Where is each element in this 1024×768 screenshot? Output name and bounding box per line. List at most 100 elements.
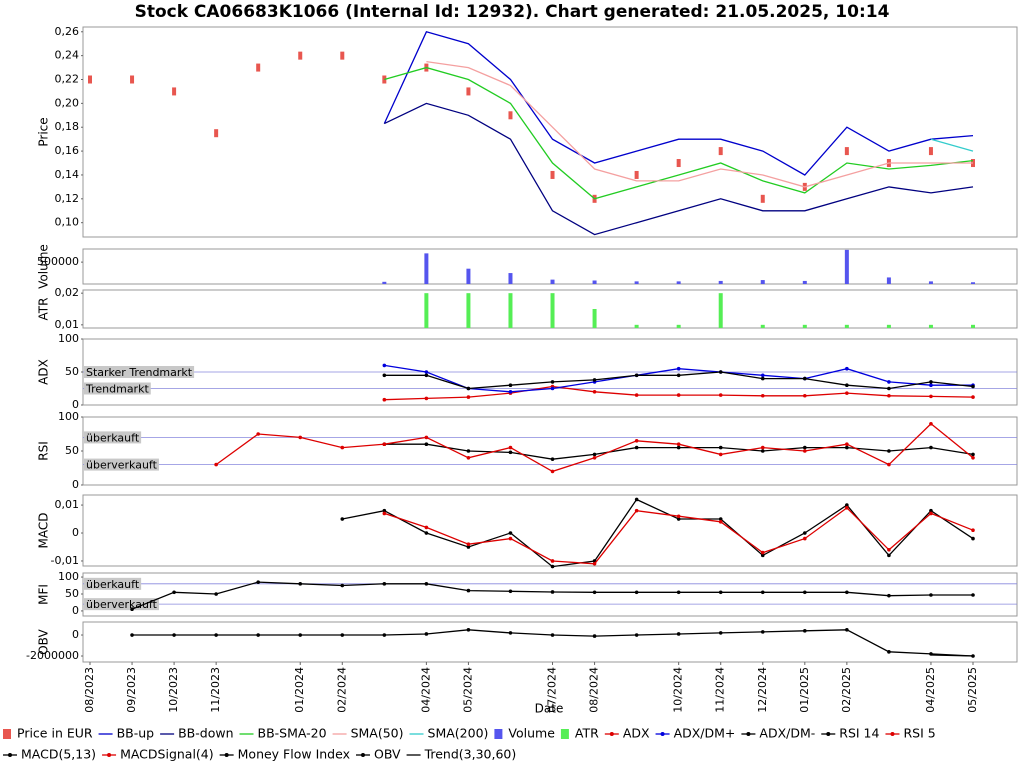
point — [760, 449, 765, 453]
x-tick-label: 08/2024 — [588, 667, 601, 713]
legend-item: RSI 5 — [885, 726, 936, 741]
bar — [802, 280, 807, 284]
reference-label-bg — [84, 382, 151, 395]
point — [929, 508, 933, 513]
legend-item: SMA(200) — [409, 726, 488, 741]
point — [550, 386, 555, 391]
point — [845, 590, 849, 595]
y-tick-label: 0,14 — [55, 168, 80, 181]
point — [971, 528, 975, 533]
point — [971, 452, 975, 457]
legend-item: BB-down — [160, 726, 234, 741]
point — [382, 442, 387, 447]
point — [676, 366, 681, 371]
point — [971, 384, 975, 389]
reference-label-bg — [84, 458, 159, 471]
legend-item: Volume — [494, 726, 555, 741]
x-tick-label: 04/2024 — [419, 667, 432, 713]
point — [760, 550, 765, 555]
point — [424, 370, 429, 374]
bar — [466, 293, 471, 328]
panel — [82, 289, 1018, 329]
legend-item: Money Flow Index — [219, 747, 350, 762]
y-tick-label: 0,02 — [55, 286, 80, 299]
panel — [82, 494, 1018, 567]
legend-item: ADX — [604, 726, 650, 741]
candle — [256, 63, 261, 72]
point — [592, 452, 597, 457]
y-axis-title: Volume — [37, 244, 51, 289]
point — [256, 580, 260, 584]
point — [845, 383, 849, 388]
legend-dot — [107, 753, 112, 757]
reference-label: überverkauft — [86, 459, 158, 472]
candle — [508, 111, 513, 120]
x-tick-label: 05/2025 — [966, 667, 979, 713]
legend-item: BB-SMA-20 — [239, 726, 327, 741]
legend-item: ADX/DM+ — [655, 726, 735, 741]
y-tick-label: 0 — [72, 526, 79, 539]
point — [214, 462, 218, 467]
point — [550, 380, 555, 384]
point — [550, 633, 555, 637]
point — [676, 517, 681, 521]
reference-label-bg — [84, 598, 159, 611]
point — [340, 445, 345, 450]
point — [760, 376, 765, 381]
y-tick-label: 0,26 — [55, 25, 80, 38]
point — [592, 390, 597, 394]
series-line — [342, 498, 974, 568]
point — [508, 631, 513, 635]
point — [929, 593, 933, 597]
y-tick-label: 100 — [58, 410, 79, 423]
series-line — [426, 60, 973, 188]
legend-label: ATR — [575, 726, 599, 741]
legend-item: MACDSignal(4) — [102, 747, 214, 762]
legend-dot — [660, 732, 665, 736]
point — [130, 607, 134, 612]
point — [592, 378, 597, 382]
point — [424, 525, 429, 530]
point — [508, 531, 513, 535]
legend-item: ATR — [560, 726, 599, 741]
point — [634, 445, 639, 450]
x-tick-label: 07/2024 — [546, 667, 559, 713]
bar — [886, 277, 891, 284]
point — [929, 380, 933, 384]
legend-label: Money Flow Index — [238, 747, 350, 762]
bar — [676, 281, 681, 284]
bar — [634, 281, 639, 284]
point — [845, 391, 849, 395]
point — [508, 383, 513, 388]
panel — [82, 416, 1018, 486]
reference-label-bg — [84, 366, 195, 378]
legend-item: ADX/DM- — [741, 726, 815, 741]
y-tick-label: 0,01 — [55, 318, 80, 331]
y-axis-title: Price — [37, 117, 51, 146]
bar — [760, 280, 765, 284]
bar — [718, 280, 723, 284]
candle — [760, 194, 765, 203]
panel — [82, 248, 1018, 285]
x-tick-label: 01/2025 — [798, 667, 811, 713]
point — [550, 469, 555, 474]
reference-label: Starker Trendmarkt — [86, 366, 193, 379]
point — [929, 511, 933, 516]
point — [845, 503, 849, 507]
point — [466, 627, 471, 632]
series-line — [930, 654, 974, 657]
point — [760, 590, 765, 595]
y-axis-title: RSI — [37, 441, 51, 461]
point — [382, 397, 387, 402]
point — [676, 514, 681, 519]
point — [340, 583, 345, 588]
point — [508, 445, 513, 450]
point — [508, 450, 513, 455]
point — [887, 462, 891, 467]
point — [845, 506, 849, 510]
reference-label-bg — [84, 577, 142, 590]
point — [718, 452, 723, 457]
y-tick-label: 500000 — [37, 255, 79, 268]
candle — [634, 170, 639, 179]
point — [676, 373, 681, 378]
